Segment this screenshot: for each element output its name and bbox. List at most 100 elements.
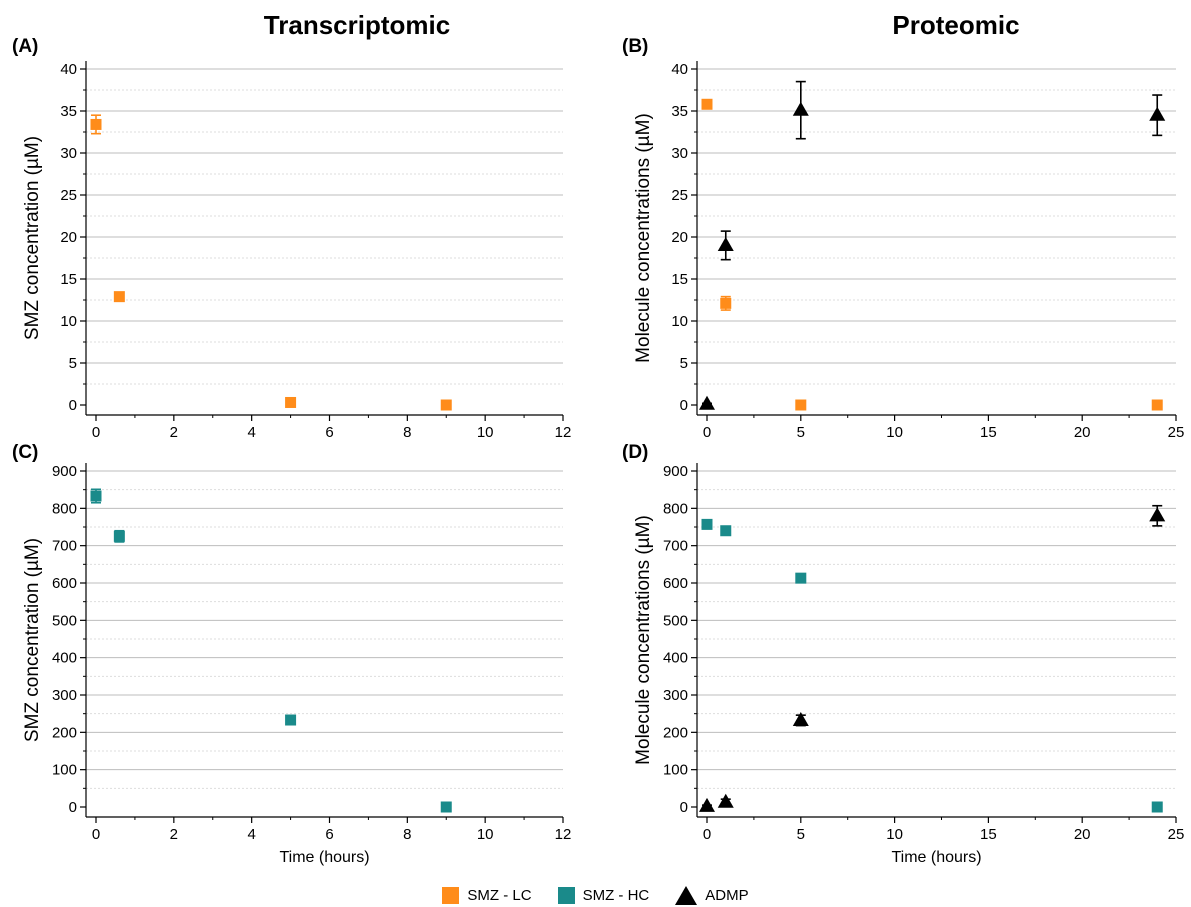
y-tick-label-b: 15: [671, 271, 688, 288]
data-point-admp: [792, 711, 809, 726]
x-tick-label-b: 10: [886, 424, 903, 441]
panel-label-a: (A): [12, 36, 38, 57]
x-axis-label-c: Time (hours): [279, 849, 369, 866]
y-tick-label-b: 0: [680, 397, 688, 414]
y-tick-label-a: 5: [69, 355, 77, 372]
x-tick-label-d: 10: [886, 826, 903, 843]
y-axis-label-d: Molecule concentrations (µM): [633, 515, 654, 765]
legend-swatch-smz-hc: [557, 886, 575, 904]
y-tick-label-b: 40: [671, 61, 688, 78]
legend-label-admp: ADMP: [705, 886, 749, 904]
y-tick-label-a: 15: [60, 271, 77, 288]
data-point-smz_hc: [1151, 801, 1163, 813]
y-tick-label-d: 100: [663, 762, 688, 779]
y-tick-label-b: 20: [671, 229, 688, 246]
y-tick-label-a: 25: [60, 187, 77, 204]
data-point-admp: [717, 793, 734, 808]
x-tick-label-c: 0: [92, 826, 100, 843]
x-tick-label-c: 4: [247, 826, 255, 843]
x-tick-label-d: 20: [1074, 826, 1091, 843]
y-tick-label-a: 30: [60, 145, 77, 162]
y-tick-label-c: 500: [52, 612, 77, 629]
x-tick-label-a: 10: [477, 424, 494, 441]
x-tick-label-c: 10: [477, 826, 494, 843]
y-axis-label-b: Molecule concentrations (µM): [633, 113, 654, 363]
y-tick-label-d: 500: [663, 612, 688, 629]
data-point-smz_hc: [90, 490, 102, 502]
data-point-smz_lc: [701, 98, 713, 110]
y-tick-label-d: 800: [663, 500, 688, 517]
y-tick-label-c: 800: [52, 500, 77, 517]
y-tick-label-d: 0: [680, 799, 688, 816]
legend-label-smz-lc: SMZ - LC: [467, 886, 532, 904]
y-tick-label-c: 900: [52, 463, 77, 480]
y-tick-label-c: 0: [69, 799, 77, 816]
y-tick-label-c: 700: [52, 538, 77, 555]
x-tick-label-a: 2: [170, 424, 178, 441]
panel-label-b: (B): [622, 36, 648, 57]
y-axis-label-a: SMZ concentration (µM): [22, 136, 43, 340]
x-tick-label-d: 25: [1168, 826, 1185, 843]
x-tick-label-b: 20: [1074, 424, 1091, 441]
x-tick-label-a: 12: [555, 424, 572, 441]
data-point-smz_lc: [795, 399, 807, 411]
data-point-smz_lc: [285, 396, 297, 408]
y-tick-label-d: 200: [663, 724, 688, 741]
y-tick-label-d: 300: [663, 687, 688, 704]
y-tick-label-a: 40: [60, 61, 77, 78]
x-tick-label-d: 15: [980, 826, 997, 843]
y-tick-label-c: 100: [52, 762, 77, 779]
x-tick-label-c: 6: [325, 826, 333, 843]
legend-label-smz-hc: SMZ - HC: [582, 886, 650, 904]
x-tick-label-d: 0: [703, 826, 711, 843]
panel-label-d: (D): [622, 442, 648, 463]
data-point-smz_hc: [720, 525, 732, 537]
y-tick-label-c: 400: [52, 650, 77, 667]
legend-swatch-smz-lc: [442, 886, 460, 904]
y-tick-label-b: 5: [680, 355, 688, 372]
y-tick-label-a: 10: [60, 313, 77, 330]
data-point-smz_hc: [795, 572, 807, 584]
left-column-title: Transcriptomic: [263, 10, 451, 40]
y-tick-label-d: 900: [663, 463, 688, 480]
x-tick-label-a: 0: [92, 424, 100, 441]
y-tick-label-c: 300: [52, 687, 77, 704]
x-tick-label-b: 5: [797, 424, 805, 441]
x-tick-label-a: 8: [403, 424, 411, 441]
data-point-admp: [1149, 507, 1166, 522]
x-tick-label-b: 25: [1168, 424, 1185, 441]
x-tick-label-a: 4: [247, 424, 255, 441]
y-tick-label-d: 600: [663, 575, 688, 592]
data-point-smz_hc: [285, 714, 297, 726]
data-point-smz_lc: [113, 291, 125, 303]
data-point-admp: [1149, 106, 1166, 121]
y-tick-label-a: 20: [60, 229, 77, 246]
y-tick-label-b: 10: [671, 313, 688, 330]
data-point-smz_hc: [701, 518, 713, 530]
data-point-admp: [717, 237, 734, 251]
legend-item-admp: ADMP: [675, 885, 749, 905]
y-tick-label-b: 25: [671, 187, 688, 204]
legend-item-smz-hc: SMZ - HC: [557, 886, 650, 904]
legend-triangle-admp: [675, 885, 698, 905]
x-tick-label-c: 12: [555, 826, 572, 843]
legend: SMZ - LC SMZ - HC ADMP: [0, 883, 1191, 907]
data-point-smz_lc: [90, 118, 102, 130]
y-tick-label-c: 200: [52, 724, 77, 741]
data-point-admp: [699, 395, 715, 410]
data-point-smz_lc: [440, 399, 452, 411]
y-tick-label-a: 35: [60, 103, 77, 120]
x-tick-label-b: 15: [980, 424, 997, 441]
y-tick-label-d: 400: [663, 650, 688, 667]
right-column-title: Proteomic: [892, 10, 1020, 40]
x-tick-label-d: 5: [797, 826, 805, 843]
panel-label-c: (C): [12, 442, 38, 463]
x-tick-label-b: 0: [703, 424, 711, 441]
y-tick-label-c: 600: [52, 575, 77, 592]
y-tick-label-d: 700: [663, 538, 688, 555]
y-axis-label-c: SMZ concentration (µM): [22, 538, 43, 742]
data-point-smz_lc: [720, 297, 732, 309]
y-tick-label-a: 0: [69, 397, 77, 414]
data-point-admp: [792, 101, 809, 116]
legend-item-smz-lc: SMZ - LC: [442, 886, 532, 904]
